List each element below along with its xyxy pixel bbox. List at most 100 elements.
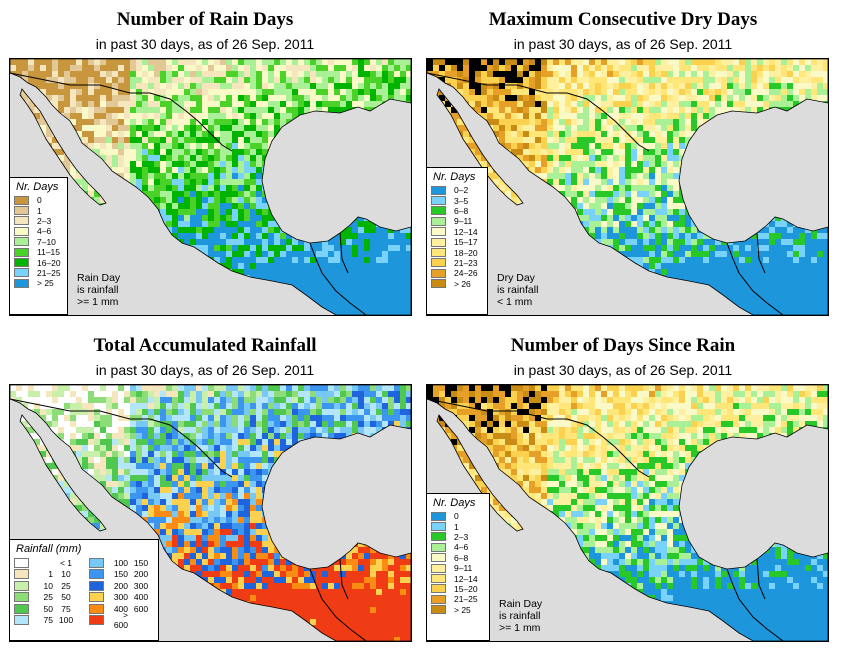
legend-swatch — [14, 557, 29, 568]
legend-item: 11–15 — [14, 247, 67, 257]
legend-item: 15–17 — [431, 237, 487, 247]
legend-label: 7–10 — [37, 236, 56, 247]
coastline — [427, 59, 828, 315]
us-border-line — [10, 72, 233, 152]
rain-field-grid — [10, 59, 411, 315]
definition-note: Rain Day is rainfall >= 1 mm — [499, 598, 543, 634]
legend-label: 0 — [454, 511, 459, 522]
guatemala-border-line — [726, 242, 784, 315]
legend-item: 2–3 — [14, 216, 67, 226]
legend-swatch — [89, 580, 104, 591]
legend-item: 50 75 — [14, 603, 79, 615]
baja-coastline — [436, 414, 524, 532]
legend-item: 200 300 — [89, 580, 154, 592]
legend-item: 100 150 — [89, 557, 154, 569]
legend-swatch — [14, 226, 29, 236]
legend-label: 2–3 — [454, 531, 469, 542]
legend-item: 15–20 — [431, 584, 489, 594]
legend-item: 10 25 — [14, 580, 79, 592]
us-border-line — [10, 398, 233, 478]
legend-item: 21–25 — [14, 268, 67, 278]
legend-range-high: 10 — [61, 569, 71, 580]
legend-range-low: 400 — [113, 603, 128, 614]
legend-item: 9–11 — [431, 216, 487, 226]
legend-swatch — [89, 557, 104, 568]
legend: Nr. Days 0–2 3–5 6–8 9–11 12–14 15–17 18–20 21–… — [427, 167, 488, 315]
legend-range-low: 150 — [113, 569, 128, 580]
legend-label: 9–11 — [454, 563, 473, 574]
legend-swatch — [14, 580, 29, 591]
coastline — [10, 59, 411, 315]
legend-label: > 26 — [454, 278, 471, 289]
us-border-line — [427, 72, 650, 152]
legend-label: 15–20 — [454, 583, 478, 594]
legend-title: Rainfall (mm) — [16, 543, 82, 555]
legend-item: > 600 — [89, 610, 154, 630]
legend-label: 21–23 — [454, 257, 478, 268]
panel-subtitle: in past 30 days, as of 26 Sep. 2011 — [95, 362, 315, 378]
mexico-map — [427, 385, 828, 641]
legend-label: 6–8 — [454, 552, 469, 563]
mexico-map — [10, 59, 411, 315]
baja-coastline — [436, 88, 524, 206]
legend-swatch — [14, 615, 29, 626]
legend-item: 0 — [14, 195, 67, 205]
coastline — [10, 385, 411, 641]
legend-item: 1 10 — [14, 569, 79, 581]
legend-item: 18–20 — [431, 247, 487, 258]
legend-range-low: 75 — [43, 615, 53, 626]
legend-swatch — [431, 532, 446, 542]
panel-total-rainfall: Total Accumulated Rainfall in past 30 da… — [0, 326, 412, 644]
baja-coastline — [19, 414, 107, 532]
panel-subtitle: in past 30 days, as of 26 Sep. 2011 — [95, 36, 315, 52]
legend-label: 16–20 — [37, 257, 61, 268]
legend-range-low: 25 — [43, 592, 53, 603]
legend-range-low: 1 — [48, 569, 53, 580]
legend-swatch — [14, 247, 29, 257]
legend-label: 9–11 — [454, 216, 473, 227]
legend-item: < 1 — [14, 557, 79, 569]
legend-title: Nr. Days — [433, 497, 476, 509]
legend-item: 24–26 — [431, 268, 487, 278]
panel-title: Number of Days Since Rain — [510, 335, 736, 356]
legend-item: > 26 — [431, 279, 487, 289]
legend-swatch — [431, 605, 446, 615]
panel-title: Number of Rain Days — [116, 9, 294, 30]
legend-swatch — [89, 592, 104, 603]
legend-label: 6–8 — [454, 205, 469, 216]
legend-swatch — [431, 542, 446, 552]
legend-label: 11–15 — [37, 247, 61, 258]
belize-border-line — [756, 232, 766, 274]
definition-note: Dry Day is rainfall < 1 mm — [497, 272, 539, 308]
legend-label: 15–17 — [454, 237, 478, 248]
legend-range-low: 50 — [43, 603, 53, 614]
legend-item: 6–8 — [431, 206, 487, 216]
legend-label: 1 — [454, 521, 459, 532]
legend-item: 21–23 — [431, 258, 487, 268]
legend-label: 1 — [37, 205, 42, 216]
legend-swatch — [14, 603, 29, 614]
legend-range-high: 25 — [61, 580, 71, 591]
legend-range-low: 10 — [43, 580, 53, 591]
legend-range-high: 400 — [133, 592, 149, 603]
legend: Nr. Days 0 1 2–3 4–6 6–8 9–11 12–14 15–20 21–25 >… — [427, 493, 490, 641]
legend-item: 12–14 — [431, 227, 487, 237]
legend: Nr. Days 0 1 2–3 4–6 7–10 11–15 16–20 21–25 > 25 — [10, 177, 68, 315]
legend-swatch — [431, 268, 446, 278]
guatemala-border-line — [309, 568, 367, 641]
legend-rows: 0 1 2–3 4–6 6–8 9–11 12–14 15–20 21–25 > 25 — [427, 511, 489, 615]
map-frame: Nr. Days 0–2 3–5 6–8 9–11 12–14 15–17 18–20 21–… — [426, 58, 829, 316]
legend-label: 12–14 — [454, 573, 478, 584]
panel-rain-days: Number of Rain Days in past 30 days, as … — [0, 0, 412, 318]
legend-item: 25 50 — [14, 592, 79, 604]
legend-swatch — [431, 574, 446, 584]
legend-label: > 25 — [37, 278, 54, 289]
legend-range-high: 600 — [133, 603, 149, 614]
legend-swatch — [14, 216, 29, 226]
belize-border-line — [339, 232, 349, 274]
legend-label: 2–3 — [37, 215, 52, 226]
panel-days-since-rain: Number of Days Since Rain in past 30 day… — [418, 326, 829, 644]
legend: Rainfall (mm) < 1 1 10 10 25 25 50 50 75 75 100 10… — [10, 539, 159, 641]
legend-item: 75 100 — [14, 615, 79, 627]
legend-item: 4–6 — [14, 226, 67, 236]
